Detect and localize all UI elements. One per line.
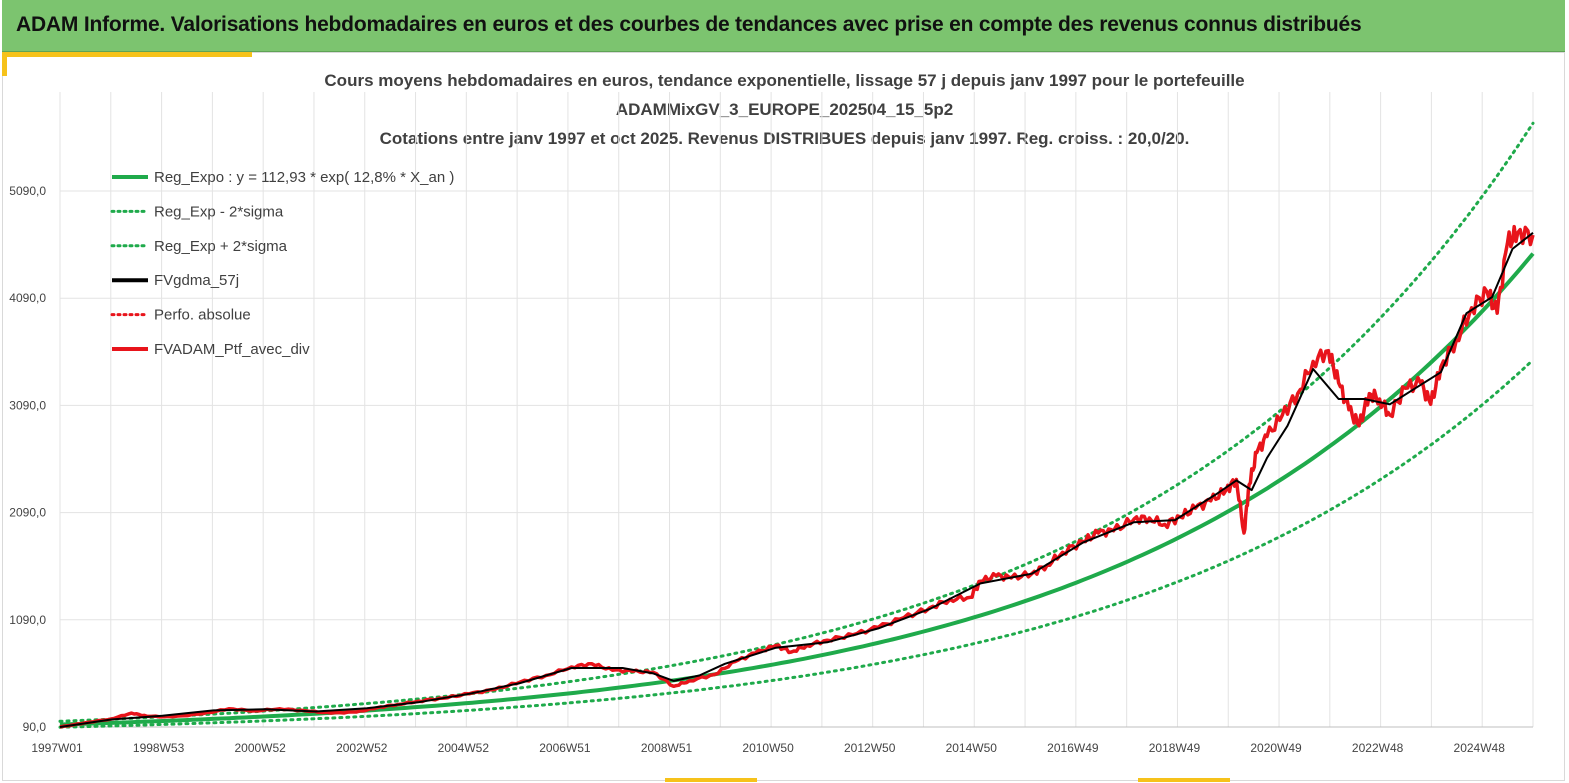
y-axis-ticks: 90,0 1090,0 2090,0 3090,0 4090,0 5090,0: [9, 184, 46, 734]
x-axis-ticks: 1997W01 1998W53 2000W52 2002W52 2004W52 2006W…: [31, 741, 1505, 755]
series-reg-upper-band: [58, 121, 1535, 723]
legend-label: Reg_Expo : y = 112,93 * exp( 12,8% * X_a…: [154, 169, 454, 186]
legend-label: FVADAM_Ptf_avec_div: [154, 341, 310, 358]
accent-bar-left: [2, 52, 7, 76]
chart-series: [58, 121, 1535, 729]
chart-legend: Reg_Expo : y = 112,93 * exp( 12,8% * X_a…: [110, 169, 454, 358]
x-tick-label: 2012W50: [844, 741, 896, 755]
chart-title-line-1: Cours moyens hebdomadaires en euros, ten…: [324, 71, 1245, 90]
y-tick-label: 2090,0: [9, 506, 46, 520]
y-tick-label: 5090,0: [9, 184, 46, 198]
x-tick-label: 2020W49: [1250, 741, 1302, 755]
x-tick-label: 2002W52: [336, 741, 388, 755]
x-tick-label: 2018W49: [1149, 741, 1201, 755]
page-title: ADAM Informe. Valorisations hebdomadaire…: [16, 13, 1362, 36]
chart-frame: [2, 52, 1565, 781]
x-tick-label: 2008W51: [641, 741, 693, 755]
accent-bar-bottom: [665, 778, 757, 782]
series-portfolio: [59, 224, 1535, 729]
y-tick-label: 90,0: [23, 720, 47, 734]
y-tick-label: 1090,0: [9, 613, 46, 627]
x-tick-label: 1997W01: [31, 741, 83, 755]
series-reg-lower-band: [58, 358, 1535, 729]
x-tick-label: 2010W50: [742, 741, 794, 755]
x-tick-label: 2004W52: [438, 741, 490, 755]
legend-label: Perfo. absolue: [154, 307, 251, 324]
legend-label: FVgdma_57j: [154, 272, 239, 289]
gridlines: [59, 92, 1534, 728]
x-tick-label: 2022W48: [1352, 741, 1404, 755]
header-banner: ADAM Informe. Valorisations hebdomadaire…: [2, 0, 1565, 52]
series-moving-average: [59, 232, 1534, 728]
x-tick-label: 2016W49: [1047, 741, 1099, 755]
legend-label: Reg_Exp - 2*sigma: [154, 203, 284, 220]
y-tick-label: 4090,0: [9, 291, 46, 305]
chart-title-line-2: ADAMMixGV_3_EUROPE_202504_15_5p2: [615, 100, 954, 119]
legend-label: Reg_Exp + 2*sigma: [154, 238, 288, 255]
x-tick-label: 1998W53: [133, 741, 185, 755]
x-tick-label: 2014W50: [946, 741, 998, 755]
x-tick-label: 2024W48: [1454, 741, 1506, 755]
accent-bar-bottom: [1138, 778, 1230, 782]
x-tick-label: 2006W51: [539, 741, 591, 755]
x-tick-label: 2000W52: [234, 741, 286, 755]
y-tick-label: 3090,0: [9, 398, 46, 412]
chart-title-line-3: Cotations entre janv 1997 et oct 2025. R…: [379, 129, 1190, 148]
series-reg-expo: [59, 252, 1535, 727]
accent-bar-top: [2, 52, 252, 57]
